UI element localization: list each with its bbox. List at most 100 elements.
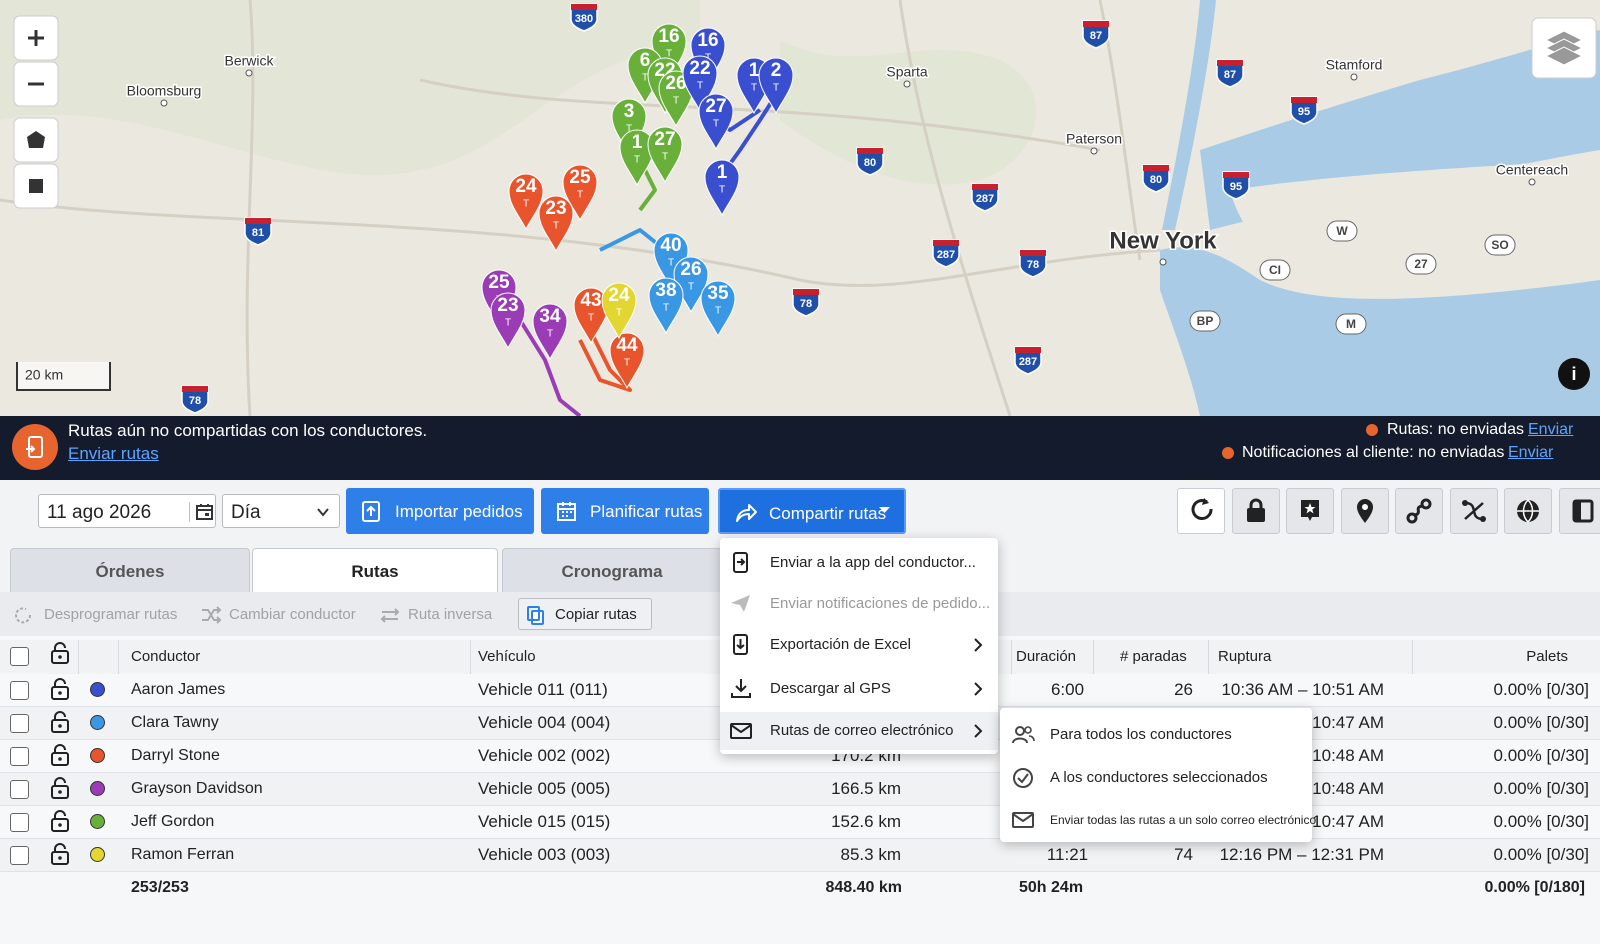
- menu-item[interactable]: Exportación de Excel: [720, 626, 998, 664]
- shield-body: [856, 147, 884, 176]
- marker-pin: [508, 173, 544, 231]
- map-forest: [0, 0, 700, 176]
- map-marker: 26 T: [658, 70, 694, 128]
- shield-body: [181, 385, 209, 414]
- banner-message: Rutas aún no compartidas con los conduct…: [68, 421, 428, 440]
- shield-top: [933, 240, 959, 246]
- action-label[interactable]: Desprogramar rutas: [44, 606, 178, 623]
- icon-button[interactable]: [1449, 488, 1498, 534]
- submenu-item[interactable]: Enviar todas las rutas a un solo correo …: [1000, 801, 1316, 839]
- map-control[interactable]: [13, 163, 59, 209]
- icon: [733, 552, 748, 573]
- menu-item[interactable]: Descargar al GPS: [720, 670, 998, 708]
- row-checkbox[interactable]: [10, 813, 29, 832]
- interstate-shield: 380: [570, 3, 598, 32]
- cell-break: 10:48 AM: [1312, 746, 1384, 765]
- column-divider: [1093, 640, 1094, 674]
- row-checkbox[interactable]: [10, 747, 29, 766]
- row-checkbox[interactable]: [10, 846, 29, 865]
- marker-label: 27: [705, 96, 726, 117]
- banner-link[interactable]: Enviar rutas: [68, 444, 159, 463]
- table-row[interactable]: [0, 839, 1600, 872]
- tab[interactable]: Rutas: [252, 548, 498, 592]
- shield-label: 95: [1230, 181, 1242, 193]
- menu-item-label: Enviar a la app del conductor...: [770, 554, 976, 571]
- routes-action[interactable]: Enviar: [1528, 421, 1574, 438]
- shield-label: 81: [252, 227, 264, 239]
- marker-label: 26: [665, 73, 686, 94]
- layers-button[interactable]: [1531, 17, 1597, 79]
- menu-item-label: Rutas de correo electrónico: [770, 722, 954, 739]
- lock-icon: [51, 642, 69, 664]
- driver-color: [90, 814, 105, 829]
- submenu-item[interactable]: A los conductores seleccionados: [1000, 759, 1312, 797]
- tab[interactable]: Órdenes: [10, 548, 250, 592]
- banner: Rutas aún no compartidas con los conduct…: [0, 416, 1600, 480]
- column-divider: [1412, 640, 1413, 674]
- submenu-item[interactable]: Para todos los conductores: [1000, 716, 1312, 754]
- icon-button[interactable]: [1177, 488, 1225, 534]
- marker-suffix: T: [715, 306, 721, 317]
- table-row[interactable]: [0, 806, 1600, 839]
- notifications-action[interactable]: Enviar: [1508, 444, 1554, 461]
- cell-duration: 6:00: [1050, 680, 1085, 699]
- icon-button[interactable]: [1558, 488, 1600, 534]
- action-label[interactable]: Ruta inversa: [408, 606, 493, 623]
- period-select[interactable]: Día: [222, 494, 340, 528]
- action-label[interactable]: Copiar rutas: [555, 606, 637, 623]
- icon: [974, 638, 983, 652]
- marker-suffix: T: [523, 199, 529, 210]
- driver-color: [90, 847, 105, 862]
- place-dot: [1528, 178, 1536, 186]
- map-control[interactable]: [13, 15, 59, 61]
- icon-button[interactable]: [1504, 488, 1552, 534]
- icon-button[interactable]: [1340, 488, 1389, 534]
- banner-icon: [12, 424, 58, 470]
- driver-color: [90, 781, 105, 796]
- map-forest: [780, 40, 1037, 185]
- date-input[interactable]: 11 ago 2026: [38, 494, 216, 528]
- map-control[interactable]: [13, 117, 59, 163]
- button-label: Planificar rutas: [590, 502, 703, 521]
- lock-icon: [51, 678, 69, 700]
- row-checkbox[interactable]: [10, 681, 29, 700]
- marker-suffix: T: [673, 96, 679, 107]
- marker-label: 27: [654, 129, 675, 150]
- interstate-shield: 80: [1142, 164, 1170, 193]
- menu-item[interactable]: Enviar a la app del conductor...: [720, 544, 998, 582]
- row-checkbox[interactable]: [10, 647, 29, 666]
- icon: [202, 606, 222, 624]
- shield-body: [1216, 59, 1244, 88]
- marker-suffix: T: [616, 308, 622, 319]
- marker-label: 40: [660, 235, 681, 256]
- total-duration: 50h 24m: [1019, 879, 1084, 896]
- marker-suffix: T: [666, 49, 672, 60]
- menu-item[interactable]: Rutas de correo electrónico: [720, 712, 998, 750]
- interstate-shield: 78: [181, 385, 209, 414]
- cell-pallets: 0.00% [0/30]: [1493, 779, 1589, 798]
- marker-label: 38: [655, 280, 676, 301]
- header-cell: Duración: [1016, 648, 1077, 665]
- map-control[interactable]: [13, 61, 59, 107]
- marker-label: 23: [497, 295, 518, 316]
- row-checkbox[interactable]: [10, 714, 29, 733]
- table-row[interactable]: [0, 773, 1600, 806]
- row-checkbox[interactable]: [10, 780, 29, 799]
- icon-button[interactable]: [1286, 488, 1334, 534]
- cell-duration: 11:21: [1046, 845, 1089, 864]
- tab[interactable]: Cronograma: [502, 548, 722, 592]
- toolbar-button[interactable]: Importar pedidos: [346, 488, 534, 534]
- lock-icon: [51, 843, 69, 865]
- header-cell: Conductor: [131, 648, 201, 665]
- submenu-item-label: Para todos los conductores: [1050, 726, 1232, 743]
- toolbar-button[interactable]: Planificar rutas: [541, 488, 709, 534]
- icon-button[interactable]: [1395, 488, 1443, 534]
- submenu-item-label: A los conductores seleccionados: [1050, 769, 1268, 786]
- action-label[interactable]: Cambiar conductor: [229, 606, 356, 623]
- info-glyph: i: [1571, 364, 1576, 384]
- marker-suffix: T: [588, 313, 594, 324]
- road-label: M: [1346, 317, 1356, 331]
- toolbar-button[interactable]: Compartir rutas: [718, 488, 906, 534]
- icon: [1572, 499, 1593, 523]
- icon-button[interactable]: [1231, 488, 1280, 534]
